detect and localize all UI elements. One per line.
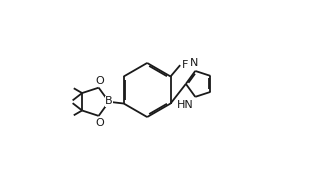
Text: B: B	[105, 96, 113, 106]
Text: N: N	[190, 58, 199, 68]
Text: HN: HN	[177, 100, 193, 110]
Text: O: O	[95, 76, 104, 86]
Text: F: F	[182, 60, 188, 70]
Text: O: O	[95, 118, 104, 128]
